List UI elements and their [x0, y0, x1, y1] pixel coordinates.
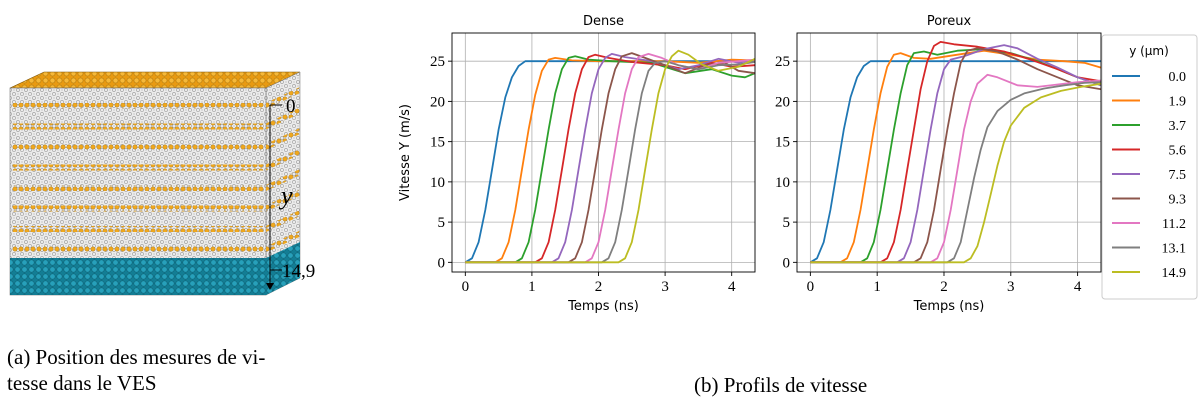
x-tick-label: 1: [528, 279, 536, 295]
measure-band-side: [266, 189, 300, 212]
y-ticks: 0 5 10 15 20 25: [430, 54, 452, 271]
scale-symbol: y: [278, 181, 293, 210]
y-tick-label: 0: [438, 255, 446, 271]
series-line-5-6: [810, 41, 1102, 264]
measure-band: [12, 205, 264, 212]
x-tick-label: 2: [595, 279, 603, 295]
series-lines: [464, 49, 756, 264]
scale-arrow-icon: [266, 283, 274, 290]
legend-label: 5.6: [1169, 144, 1187, 159]
y-tick-label: 10: [775, 175, 790, 191]
legend-label: 11.2: [1162, 217, 1186, 232]
x-tick-label: 4: [728, 279, 736, 295]
measure-band-side: [266, 107, 300, 130]
series-line-9-3: [465, 52, 756, 264]
series-line-3-7: [465, 55, 756, 264]
series-line-13-1: [465, 60, 756, 264]
y-tick-label: 10: [430, 175, 445, 191]
x-ticks: 0 1 2 3 4: [807, 272, 1082, 295]
legend-title: y (μm): [1129, 44, 1169, 58]
grid: [797, 33, 1101, 272]
x-axis-label: Temps (ns): [913, 299, 985, 314]
x-tick-label: 0: [462, 279, 470, 295]
caption-a: (a) Position des mesures de vi- tesse da…: [7, 344, 265, 396]
series-line-13-1: [810, 81, 1102, 264]
x-tick-label: 2: [940, 279, 948, 295]
x-axis-label: Temps (ns): [567, 299, 639, 314]
y-tick-label: 25: [430, 54, 445, 70]
y-tick-label: 5: [438, 215, 446, 231]
x-tick-label: 3: [661, 279, 669, 295]
chart-poreux: 0 1 2 3 4 0 5 10 15 20 25 Poreux Temps (ns): [775, 14, 1102, 314]
caption-b: (b) Profils de vitesse: [694, 373, 868, 397]
measure-band: [12, 226, 264, 232]
block-side-base: [266, 242, 300, 295]
legend-label: 0.0: [1169, 70, 1187, 85]
measure-band-side: [266, 87, 300, 109]
y-ticks: 0 5 10 15 20 25: [775, 54, 797, 271]
y-tick-label: 25: [775, 54, 790, 70]
measure-band: [12, 164, 264, 171]
measure-band-side: [266, 210, 300, 232]
x-tick-label: 0: [807, 279, 815, 295]
measure-band: [12, 144, 264, 150]
x-tick-label: 1: [873, 279, 881, 295]
y-tick-label: 20: [775, 94, 790, 110]
legend-label: 3.7: [1169, 119, 1187, 134]
y-axis-label: Vitesse Y (m/s): [398, 104, 413, 201]
y-tick-label: 15: [775, 135, 790, 151]
caption-a-line2: tesse dans le VES: [7, 371, 157, 395]
series-line-0-0: [464, 60, 755, 264]
series-line-1-9: [465, 57, 756, 264]
block-base-layer: [10, 258, 266, 295]
y-tick-label: 0: [783, 255, 791, 271]
legend-label: 7.5: [1169, 168, 1187, 183]
measure-band-side: [266, 230, 300, 253]
depth-scale: 0 14,9 y: [266, 96, 315, 290]
measure-band-side: [266, 169, 300, 191]
measure-band-side: [266, 148, 300, 171]
chart-title: Poreux: [927, 14, 972, 29]
plot-frame: [451, 32, 756, 273]
series-line-11-2: [810, 73, 1102, 264]
series-line-3-7: [810, 48, 1102, 264]
legend-label: 13.1: [1162, 242, 1187, 257]
measure-band: [12, 246, 264, 253]
measure-band-side: [266, 128, 300, 150]
ves-block: [9, 71, 301, 296]
series-line-14-9: [810, 82, 1102, 264]
series-lines: [809, 41, 1102, 264]
x-ticks: 0 1 2 3 4: [462, 272, 736, 295]
legend-label: 9.3: [1169, 193, 1187, 208]
measure-bands: [12, 87, 300, 253]
measure-band: [12, 123, 264, 130]
legend: y (μm) 0.0 1.9 3.7 5.6 7.5 9.3 11.2 13.1 14.9: [1101, 34, 1198, 300]
legend-items: 0.0 1.9 3.7 5.6 7.5 9.3 11.2 13.1 14.9: [1112, 70, 1186, 281]
y-tick-label: 15: [430, 135, 445, 151]
scale-top-label: 0: [286, 96, 296, 117]
caption-a-line1: (a) Position des mesures de vi-: [7, 345, 266, 369]
measure-band: [12, 185, 264, 191]
chart-dense: 0 1 2 3 4 0 5 10 15 20 25 Dense Temps (ns) Vitess…: [398, 14, 756, 314]
x-tick-label: 4: [1074, 279, 1082, 295]
block-top-face: [9, 71, 301, 89]
series-line-14-9: [465, 49, 756, 264]
scale-bottom-label: 14,9: [282, 261, 315, 282]
legend-label: 1.9: [1169, 95, 1187, 110]
y-tick-label: 20: [430, 94, 445, 110]
series-line-0-0: [809, 60, 1101, 264]
x-tick-label: 3: [1007, 279, 1015, 295]
measure-band: [12, 103, 264, 109]
plot-frame: [796, 32, 1102, 273]
series-line-9-3: [810, 47, 1102, 264]
y-tick-label: 5: [783, 215, 791, 231]
legend-label: 14.9: [1162, 266, 1187, 281]
series-line-7-5: [810, 44, 1102, 264]
chart-title: Dense: [583, 14, 624, 29]
series-line-1-9: [810, 49, 1102, 264]
